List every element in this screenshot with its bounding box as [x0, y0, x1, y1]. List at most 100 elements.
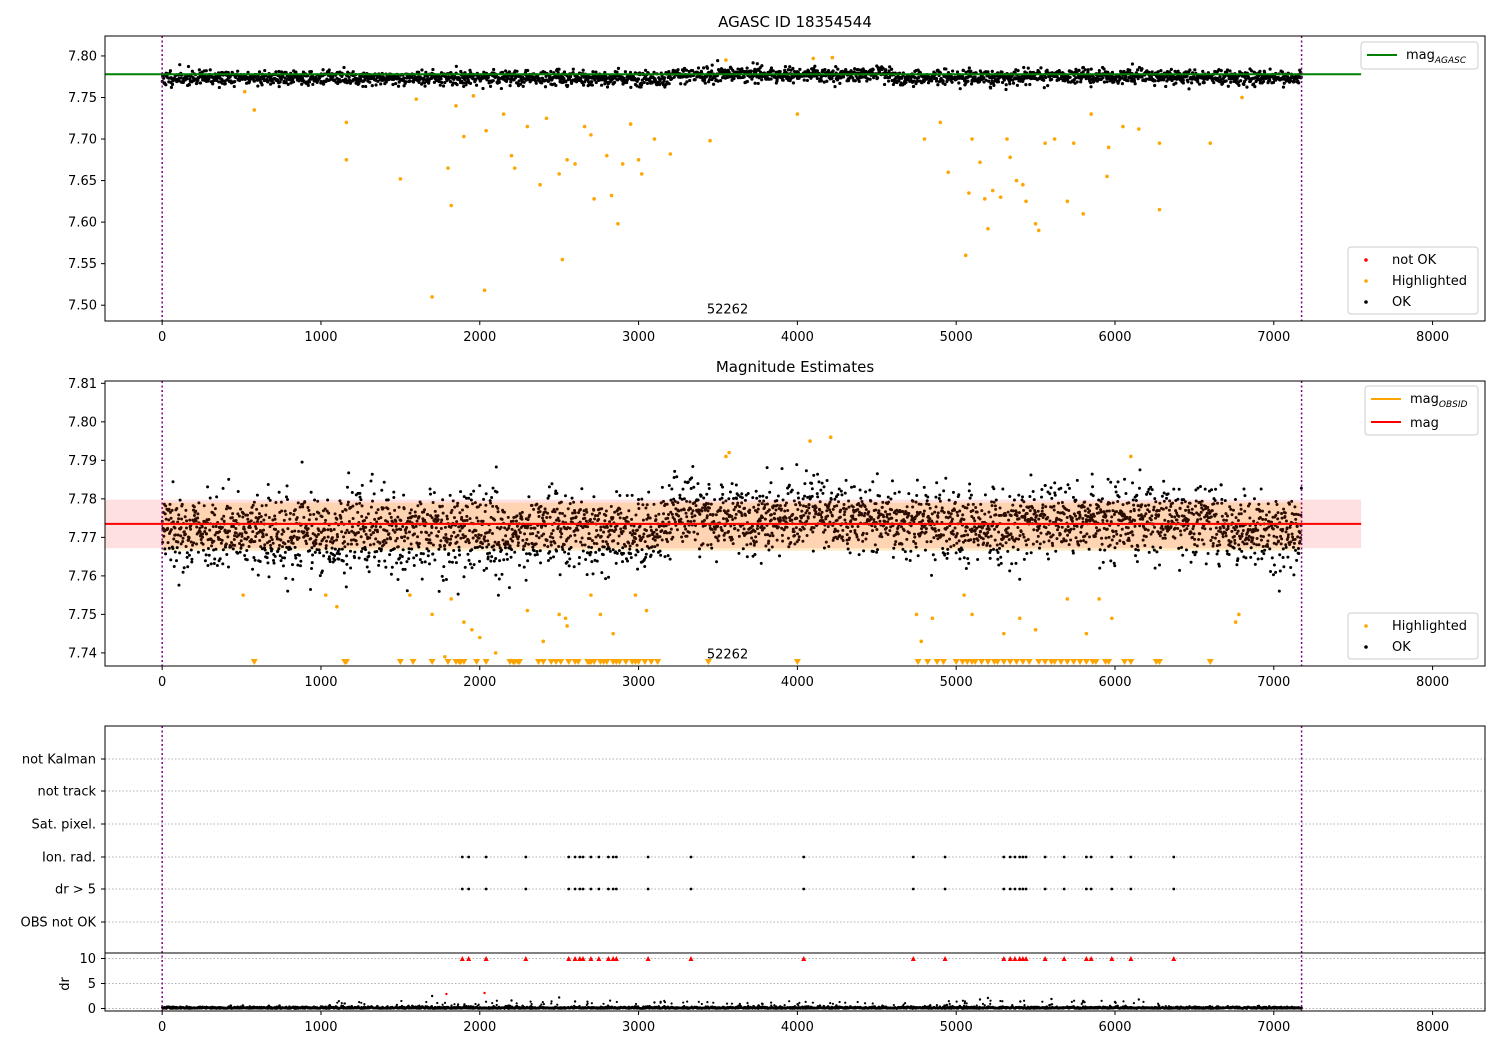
- ok-point: [179, 526, 183, 530]
- ok-point: [499, 86, 503, 91]
- highlighted-point: [501, 112, 506, 116]
- ok-point: [662, 524, 666, 528]
- ok-point: [382, 480, 386, 484]
- ok-point: [833, 85, 837, 89]
- ok-point: [626, 559, 630, 563]
- ok-point: [644, 528, 648, 532]
- ok-point: [541, 513, 545, 517]
- ok-point: [860, 513, 864, 517]
- ok-point: [264, 513, 268, 517]
- ok-point: [664, 524, 668, 528]
- ok-point: [710, 546, 714, 550]
- ok-point: [1136, 77, 1140, 81]
- ok-point: [461, 533, 465, 537]
- ok-point: [431, 67, 435, 72]
- ok-point: [680, 535, 684, 539]
- ok-point: [751, 496, 755, 500]
- highlighted-point: [708, 138, 712, 143]
- ok-point: [503, 526, 507, 530]
- ok-point: [196, 516, 200, 520]
- ok-point: [641, 518, 645, 522]
- ok-point: [632, 540, 636, 544]
- ok-point: [863, 505, 867, 509]
- ok-point: [393, 508, 397, 512]
- ok-point: [538, 549, 542, 553]
- ok-point: [549, 69, 553, 74]
- ok-point: [795, 463, 799, 467]
- ok-point: [625, 515, 629, 519]
- agasc-ticks: [101, 55, 1434, 325]
- ok-point: [992, 83, 996, 87]
- ok-point: [390, 565, 394, 569]
- ok-point: [341, 510, 345, 514]
- ok-point: [473, 546, 477, 550]
- ok-point: [200, 525, 204, 529]
- ok-point: [271, 541, 275, 545]
- ok-point: [565, 560, 569, 564]
- ytick-label: 7.75: [68, 91, 97, 106]
- ok-point: [685, 80, 689, 84]
- ok-point: [269, 82, 273, 86]
- ok-point: [857, 502, 861, 506]
- ok-point: [194, 519, 198, 523]
- ok-point: [756, 507, 760, 511]
- ok-point: [549, 556, 553, 560]
- ok-point: [264, 503, 268, 507]
- ok-point: [396, 515, 400, 519]
- ok-point: [327, 68, 331, 72]
- ok-point: [389, 537, 393, 541]
- ok-point: [579, 76, 583, 80]
- ok-point: [377, 559, 381, 563]
- ok-point: [379, 516, 383, 520]
- ok-point: [467, 496, 471, 500]
- ok-point: [311, 553, 315, 557]
- ok-point: [744, 513, 748, 517]
- ok-point: [344, 531, 348, 535]
- ok-point: [392, 490, 396, 494]
- ok-point: [483, 539, 487, 543]
- ok-point: [429, 531, 433, 535]
- ok-point: [572, 565, 576, 569]
- highlighted-point: [616, 221, 620, 226]
- ok-point: [743, 498, 747, 502]
- ok-point: [245, 558, 249, 562]
- ok-point: [267, 575, 271, 579]
- ok-point: [667, 512, 671, 516]
- ok-point: [503, 546, 507, 550]
- ok-point: [480, 546, 484, 550]
- ok-point: [590, 83, 594, 87]
- agasc-legend-mag: mag: [1406, 48, 1435, 63]
- ok-point: [667, 70, 671, 74]
- ok-point: [555, 549, 559, 553]
- ok-point: [284, 495, 288, 499]
- ok-point: [550, 532, 554, 536]
- ok-point: [349, 542, 353, 546]
- ok-point: [442, 565, 446, 569]
- ok-point: [996, 80, 1001, 84]
- ok-point: [462, 575, 466, 579]
- ok-point: [476, 505, 480, 509]
- ok-point: [254, 534, 258, 538]
- ok-point: [426, 554, 430, 558]
- ok-point: [566, 507, 570, 511]
- ok-point: [719, 483, 723, 487]
- ok-point: [495, 490, 499, 494]
- ok-point: [941, 79, 945, 83]
- ok-point: [1244, 77, 1248, 81]
- ok-point: [401, 567, 405, 571]
- ok-point: [716, 79, 720, 83]
- ok-point: [769, 513, 773, 517]
- ok-point: [270, 538, 274, 542]
- ok-point: [394, 539, 398, 543]
- ok-point: [556, 516, 560, 520]
- ok-point: [265, 533, 269, 537]
- ok-point: [556, 525, 560, 529]
- ok-point: [672, 75, 676, 79]
- ok-point: [384, 565, 388, 569]
- ok-point: [389, 572, 393, 576]
- highlighted-point: [609, 193, 614, 198]
- ok-point: [853, 528, 857, 532]
- highlighted-point: [811, 56, 816, 61]
- highlighted-point: [998, 195, 1003, 199]
- ok-point: [719, 525, 723, 529]
